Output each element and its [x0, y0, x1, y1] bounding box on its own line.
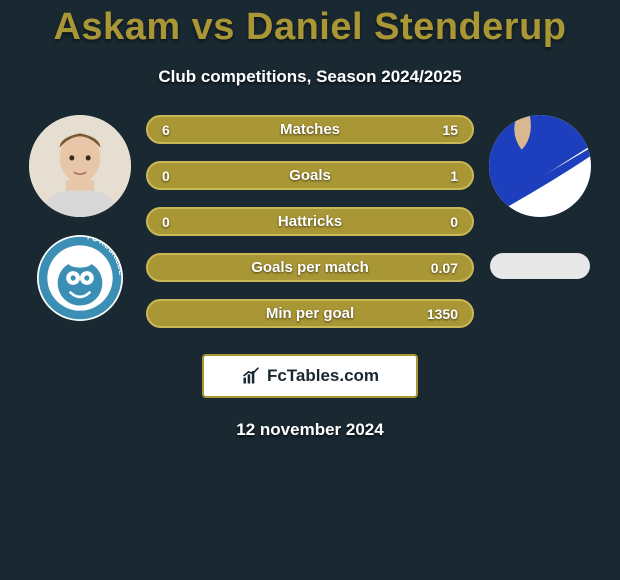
- right-club-badge: [490, 253, 590, 279]
- page-subtitle: Club competitions, Season 2024/2025: [0, 67, 620, 87]
- chart-icon: [241, 366, 261, 386]
- stat-left-value: 0: [162, 214, 222, 230]
- stat-left-value: 0: [162, 168, 222, 184]
- comparison-area: FC ROSKILDE 6 Matches 15 0 Goals 1 0 Hat…: [0, 115, 620, 328]
- jersey-closeup-icon: [489, 115, 591, 217]
- stat-right-value: 0.07: [398, 260, 458, 276]
- stat-right-value: 1350: [398, 306, 458, 322]
- stat-left-value: 6: [162, 122, 222, 138]
- stat-row-goals-per-match: Goals per match 0.07: [146, 253, 474, 282]
- left-player-avatar: [29, 115, 131, 217]
- left-club-badge: FC ROSKILDE: [37, 235, 123, 321]
- stat-label: Goals per match: [222, 259, 398, 276]
- stat-label: Matches: [222, 121, 398, 138]
- infographic-root: Askam vs Daniel Stenderup Club competiti…: [0, 0, 620, 440]
- stats-column: 6 Matches 15 0 Goals 1 0 Hattricks 0 Goa…: [140, 115, 480, 328]
- stat-label: Min per goal: [222, 305, 398, 322]
- person-icon: [29, 115, 131, 217]
- stat-row-min-per-goal: Min per goal 1350: [146, 299, 474, 328]
- stat-row-matches: 6 Matches 15: [146, 115, 474, 144]
- footer-date: 12 november 2024: [0, 420, 620, 440]
- brand-text: FcTables.com: [267, 366, 379, 386]
- club-crest-icon: FC ROSKILDE: [37, 235, 123, 321]
- right-player-column: [480, 115, 600, 279]
- stat-row-hattricks: 0 Hattricks 0: [146, 207, 474, 236]
- stat-label: Goals: [222, 167, 398, 184]
- right-player-avatar: [489, 115, 591, 217]
- stat-label: Hattricks: [222, 213, 398, 230]
- stat-row-goals: 0 Goals 1: [146, 161, 474, 190]
- left-player-column: FC ROSKILDE: [20, 115, 140, 321]
- stat-right-value: 15: [398, 122, 458, 138]
- stat-right-value: 0: [398, 214, 458, 230]
- brand-badge: FcTables.com: [202, 354, 418, 398]
- page-title: Askam vs Daniel Stenderup: [0, 6, 620, 49]
- stat-right-value: 1: [398, 168, 458, 184]
